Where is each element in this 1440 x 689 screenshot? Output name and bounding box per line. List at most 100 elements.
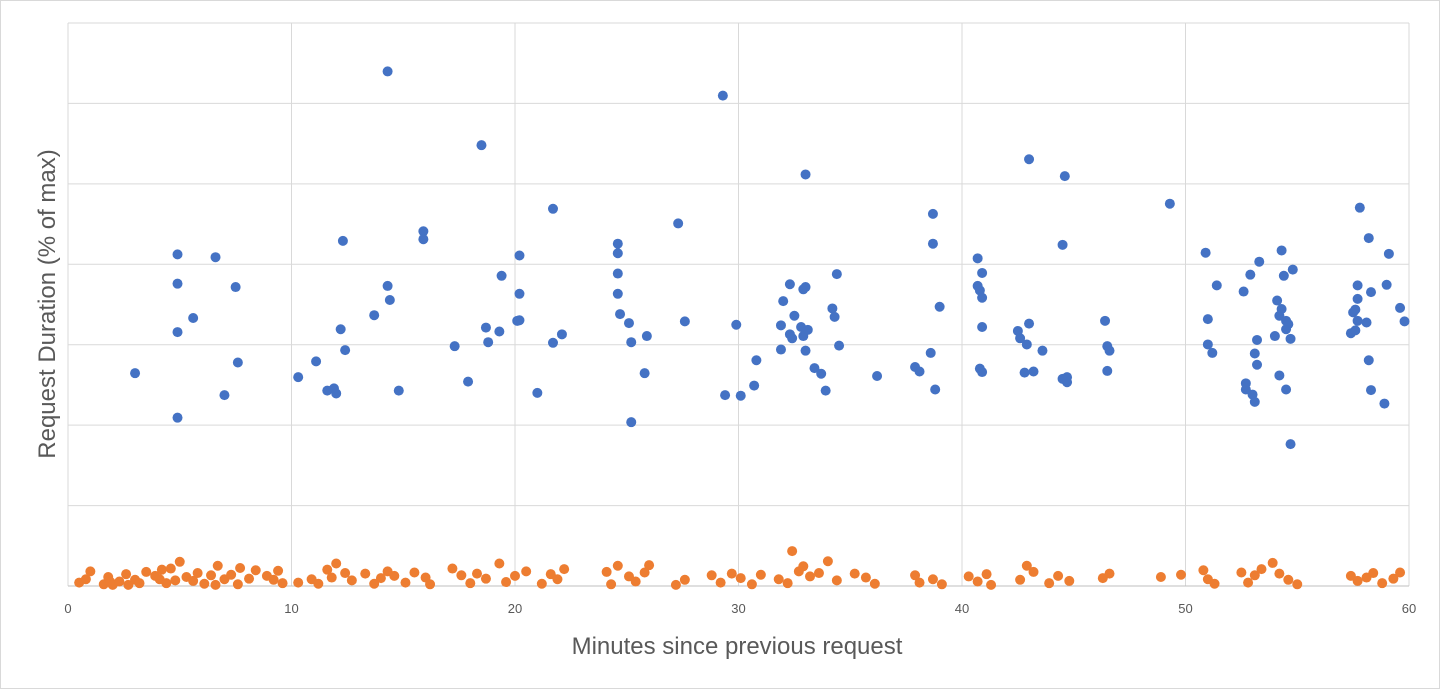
data-point (1352, 575, 1363, 586)
data-point (165, 563, 176, 574)
data-point (326, 572, 337, 583)
data-point (1200, 247, 1211, 258)
data-point (172, 412, 183, 423)
data-point (1015, 333, 1026, 344)
data-point (230, 282, 241, 293)
data-point (735, 573, 746, 584)
data-point (331, 558, 342, 569)
data-point (612, 288, 623, 299)
data-point (552, 574, 563, 585)
data-point (670, 579, 681, 590)
data-point (639, 567, 650, 578)
data-point (463, 376, 474, 387)
data-point (494, 558, 505, 569)
data-point (1044, 578, 1055, 589)
data-point (626, 417, 637, 428)
data-point (510, 570, 520, 581)
data-point (393, 385, 404, 396)
data-point (977, 322, 988, 333)
data-point (1024, 154, 1035, 165)
data-point (311, 356, 322, 367)
data-point (1028, 366, 1039, 377)
x-tick-label: 50 (1178, 601, 1192, 616)
data-point (456, 570, 467, 581)
data-point (156, 564, 167, 575)
data-point (787, 333, 798, 344)
data-point (1100, 315, 1111, 326)
data-point (114, 576, 125, 587)
data-point (447, 563, 458, 574)
data-point (639, 368, 650, 379)
data-point (219, 390, 230, 401)
data-point (1249, 348, 1260, 359)
data-point (389, 570, 400, 581)
data-point (822, 556, 833, 567)
data-point (787, 546, 798, 557)
data-point (1276, 245, 1287, 256)
data-point (775, 344, 786, 355)
data-point (934, 301, 945, 312)
data-point (514, 315, 525, 326)
data-point (755, 569, 766, 580)
data-point (1102, 365, 1113, 376)
data-point (400, 577, 411, 588)
data-point (827, 303, 838, 314)
data-point (1245, 269, 1256, 280)
data-point (547, 203, 558, 214)
data-point (720, 390, 731, 401)
data-point (802, 324, 813, 335)
data-point (293, 372, 304, 383)
data-point (1366, 385, 1377, 396)
data-point (914, 577, 925, 588)
data-point (476, 140, 487, 151)
data-point (293, 577, 304, 588)
data-point (212, 560, 223, 571)
data-point (829, 311, 840, 322)
data-point (1274, 370, 1285, 381)
data-point (536, 578, 547, 589)
data-point (210, 252, 221, 263)
data-point (601, 566, 612, 577)
data-point (1202, 339, 1213, 350)
data-point (746, 579, 757, 590)
data-point (679, 574, 690, 585)
data-point (612, 560, 623, 571)
data-point (1155, 571, 1166, 582)
data-point (1104, 568, 1115, 579)
data-point (809, 363, 820, 374)
data-point (1064, 575, 1075, 586)
data-point (232, 579, 243, 590)
data-point (615, 309, 626, 320)
data-point (1285, 333, 1296, 344)
data-point (831, 269, 842, 280)
data-point (673, 218, 684, 229)
data-point (425, 579, 436, 590)
data-point (210, 579, 221, 590)
data-point (172, 249, 183, 260)
data-point (1267, 557, 1278, 568)
data-point (1249, 570, 1260, 581)
data-point (626, 337, 637, 348)
data-point (834, 340, 845, 351)
data-point (981, 569, 992, 580)
data-point (612, 268, 623, 279)
data-point (369, 578, 380, 589)
data-point (188, 313, 199, 324)
data-point (199, 578, 210, 589)
data-point (1274, 568, 1285, 579)
data-point (1292, 579, 1303, 590)
data-point (641, 331, 652, 342)
data-point (726, 568, 737, 579)
data-point (1395, 567, 1406, 578)
data-point (172, 327, 183, 338)
data-point (501, 577, 512, 588)
data-point (972, 253, 983, 264)
data-point (1252, 359, 1263, 370)
data-point (1377, 578, 1388, 589)
data-point (141, 566, 152, 577)
data-point (1283, 319, 1294, 330)
data-point (244, 573, 255, 584)
data-point (465, 578, 476, 589)
data-point (1352, 315, 1363, 326)
data-point (1252, 334, 1263, 345)
